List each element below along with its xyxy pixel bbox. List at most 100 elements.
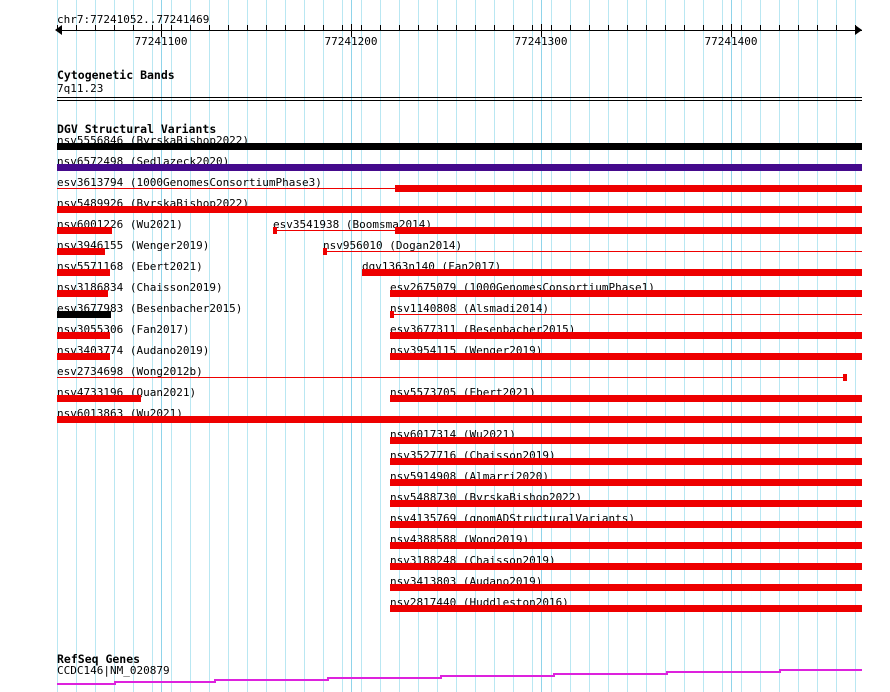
- tick-minor: [228, 25, 229, 31]
- axis-right-arrow-icon[interactable]: [855, 25, 862, 35]
- tick-label: 77241100: [134, 35, 188, 48]
- tick-minor: [760, 25, 761, 31]
- variant-label[interactable]: esv2734698 (Wong2012b): [57, 365, 203, 378]
- gene-exon-segment[interactable]: [440, 675, 553, 677]
- tick-minor: [285, 25, 286, 31]
- variant-bar[interactable]: [390, 563, 862, 570]
- gene-exon-segment[interactable]: [57, 683, 114, 685]
- variant-bar[interactable]: [390, 395, 862, 402]
- gene-exon-segment[interactable]: [327, 677, 440, 679]
- tick-minor: [190, 25, 191, 31]
- variant-bar[interactable]: [57, 332, 110, 339]
- locus-label: chr7:77241052..77241469: [57, 13, 210, 26]
- tick-minor: [684, 25, 685, 31]
- section-divider-top: [57, 97, 862, 98]
- variant-bar[interactable]: [390, 479, 862, 486]
- variant-bar[interactable]: [57, 311, 111, 318]
- tick-minor: [266, 25, 267, 31]
- tick-minor: [323, 25, 324, 31]
- tick-minor: [646, 25, 647, 31]
- variant-bar[interactable]: [57, 269, 110, 276]
- tick-major: [351, 24, 352, 37]
- variant-bar[interactable]: [57, 353, 110, 360]
- variant-connector-line: [273, 230, 395, 231]
- variant-bar[interactable]: [390, 458, 862, 465]
- variant-bar[interactable]: [57, 143, 862, 150]
- gene-exon-segment[interactable]: [114, 681, 214, 683]
- tick-minor: [171, 25, 172, 31]
- cytogenetic-bands-title: Cytogenetic Bands: [57, 68, 175, 82]
- variant-start-cap[interactable]: [273, 227, 277, 234]
- variant-bar[interactable]: [390, 500, 862, 507]
- gene-exon-segment[interactable]: [553, 673, 666, 675]
- tick-minor: [361, 25, 362, 31]
- variant-connector-line: [57, 188, 395, 189]
- gene-intron-connector: [440, 675, 442, 679]
- variant-bar[interactable]: [390, 437, 862, 444]
- axis-left-arrow-icon[interactable]: [55, 25, 62, 35]
- tick-minor: [95, 25, 96, 31]
- cytogenetic-band-label[interactable]: 7q11.23: [57, 82, 104, 95]
- gene-intron-connector: [666, 671, 668, 675]
- variant-bar[interactable]: [57, 290, 108, 297]
- tick-minor: [513, 25, 514, 31]
- tick-label: 77241300: [514, 35, 568, 48]
- refseq-gene-label[interactable]: CCDC146|NM_020879: [57, 664, 170, 677]
- tick-major: [161, 24, 162, 37]
- gene-intron-connector: [553, 673, 555, 677]
- gene-intron-connector: [779, 669, 781, 673]
- variant-bar[interactable]: [390, 542, 862, 549]
- variant-bar[interactable]: [395, 185, 862, 192]
- axis-line: [57, 30, 862, 31]
- tick-minor: [57, 25, 58, 31]
- variant-bar[interactable]: [57, 416, 862, 423]
- variant-start-cap[interactable]: [323, 248, 327, 255]
- variant-label[interactable]: esv3613794 (1000GenomesConsortiumPhase3): [57, 176, 322, 189]
- gene-exon-segment[interactable]: [666, 671, 779, 673]
- variant-connector-line: [57, 377, 846, 378]
- gene-intron-connector: [327, 677, 329, 681]
- variant-bar[interactable]: [390, 290, 862, 297]
- variant-bar[interactable]: [57, 206, 862, 213]
- gene-exon-segment[interactable]: [214, 679, 327, 681]
- tick-major: [731, 24, 732, 37]
- dgv-structural-variants-title: DGV Structural Variants: [57, 122, 217, 136]
- variant-connector-line: [390, 314, 862, 315]
- variant-label[interactable]: esv3541938 (Boomsma2014): [273, 218, 432, 231]
- tick-minor: [703, 25, 704, 31]
- variant-bar[interactable]: [390, 332, 862, 339]
- tick-minor: [608, 25, 609, 31]
- tick-minor: [779, 25, 780, 31]
- variant-bar[interactable]: [390, 605, 862, 612]
- variant-bar[interactable]: [57, 395, 141, 402]
- tick-minor: [627, 25, 628, 31]
- variant-label[interactable]: nsv956010 (Dogan2014): [323, 239, 463, 252]
- tick-label: 77241200: [324, 35, 378, 48]
- variant-bar[interactable]: [362, 269, 862, 276]
- variant-bar[interactable]: [57, 164, 862, 171]
- tick-minor: [855, 25, 856, 31]
- tick-minor: [304, 25, 305, 31]
- variant-bar[interactable]: [390, 584, 862, 591]
- tick-minor: [133, 25, 134, 31]
- variant-bar[interactable]: [390, 521, 862, 528]
- variant-label[interactable]: nsv1140808 (Alsmadi2014): [390, 302, 549, 315]
- tick-minor: [551, 25, 552, 31]
- variant-start-cap[interactable]: [390, 311, 394, 318]
- variant-bar[interactable]: [395, 227, 862, 234]
- variant-end-cap[interactable]: [843, 374, 847, 381]
- variant-bar[interactable]: [390, 353, 862, 360]
- variant-bar[interactable]: [57, 227, 112, 234]
- tick-minor: [399, 25, 400, 31]
- tick-minor: [665, 25, 666, 31]
- tick-minor: [589, 25, 590, 31]
- variant-bar[interactable]: [57, 248, 105, 255]
- tick-minor: [247, 25, 248, 31]
- tick-minor: [418, 25, 419, 31]
- refseq-genes-title: RefSeq Genes: [57, 652, 141, 666]
- gene-exon-segment[interactable]: [779, 669, 862, 671]
- tick-minor: [76, 25, 77, 31]
- tick-minor: [798, 25, 799, 31]
- tick-minor: [570, 25, 571, 31]
